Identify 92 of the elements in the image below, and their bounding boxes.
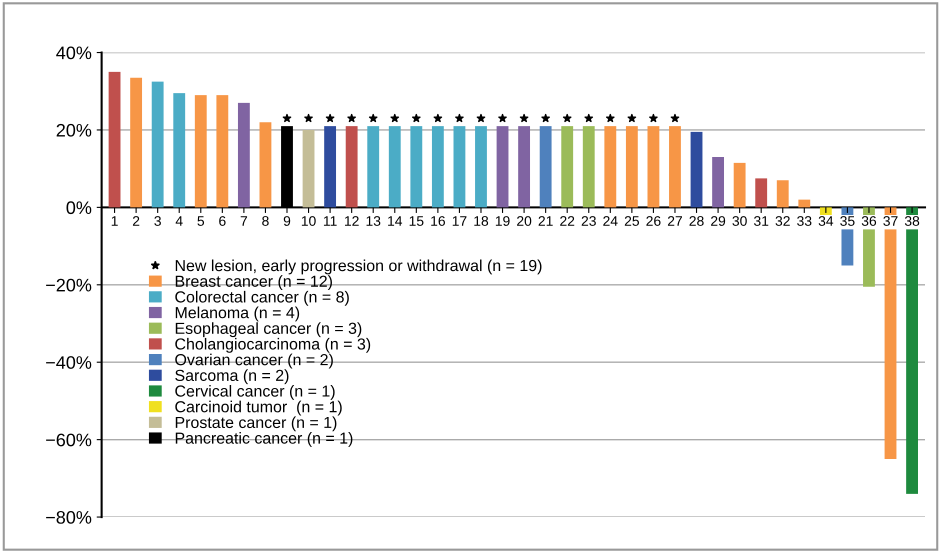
bar	[410, 126, 422, 208]
bar	[820, 207, 832, 216]
bar	[216, 95, 228, 208]
bar	[152, 82, 164, 208]
legend-label: Cervical cancer (n = 1)	[175, 384, 335, 400]
x-tick-label: 13	[366, 216, 380, 226]
bar	[130, 78, 142, 208]
bar	[454, 126, 466, 208]
legend-label: Ovarian cancer (n = 2)	[175, 354, 333, 368]
x-tick-label: 11	[324, 216, 337, 226]
bar	[669, 126, 681, 208]
bar	[260, 122, 272, 208]
x-tick-label: 34	[818, 216, 834, 226]
bar	[238, 102, 250, 208]
bar	[626, 126, 638, 208]
x-tick-label: 37	[883, 216, 898, 226]
x-tick-label: 4	[176, 216, 183, 226]
x-tick-label: 32	[776, 216, 790, 226]
x-tick-label: 27	[668, 216, 682, 226]
legend-label: Melanoma (n = 4)	[176, 306, 300, 322]
legend-label: Sarcoma (n = 2)	[175, 369, 288, 384]
legend-label: New lesion, early progression or withdrawal (n = 19)	[176, 259, 542, 274]
x-tick-label: 22	[560, 216, 574, 226]
legend-label: Colorectal cancer (n = 8)	[175, 290, 349, 306]
x-tick-label: 38	[904, 216, 920, 226]
x-tick-label: 15	[410, 216, 424, 226]
y-tick-label: −20%	[46, 278, 92, 292]
bar	[540, 126, 552, 208]
x-tick-label: 5	[197, 216, 204, 226]
x-tick-label: 12	[344, 216, 359, 226]
x-tick-label: 25	[624, 216, 640, 226]
bar	[712, 157, 724, 208]
x-tick-label: 30	[732, 216, 747, 226]
bar	[734, 162, 746, 208]
x-tick-label: 35	[840, 216, 855, 226]
bar	[108, 72, 120, 208]
bar	[496, 126, 508, 208]
x-tick-label: 6	[219, 216, 226, 226]
bar	[432, 126, 444, 208]
x-tick-label: 14	[388, 216, 402, 226]
bar	[367, 126, 380, 208]
bar	[906, 207, 918, 494]
bar	[884, 207, 896, 459]
bar	[302, 130, 314, 208]
x-tick-label: 3	[154, 216, 161, 226]
bar	[776, 180, 789, 208]
x-tick-label: 9	[284, 216, 290, 226]
bar	[561, 126, 574, 208]
x-tick-label: 36	[862, 216, 876, 226]
x-tick-label: 21	[538, 216, 553, 226]
x-tick-label: 26	[646, 216, 661, 226]
x-tick-label: 18	[474, 216, 488, 226]
x-tick-label: 16	[431, 216, 445, 226]
x-tick-label: 1	[112, 216, 118, 226]
bar	[604, 126, 616, 208]
x-tick-label: 24	[603, 216, 618, 226]
y-tick-label: 20%	[56, 124, 92, 137]
legend-label: Esophageal cancer (n = 3)	[176, 322, 362, 338]
legend-label: Cholangiocarcinoma (n = 3)	[175, 338, 370, 353]
bar	[388, 126, 401, 208]
legend-label: Pancreatic cancer (n = 1)	[176, 432, 352, 447]
x-tick-label: 2	[132, 216, 140, 226]
y-tick-label: −40%	[46, 356, 92, 369]
legend-label: Prostate cancer (n = 1)	[176, 416, 336, 432]
legend-label: Breast cancer (n = 12)	[176, 275, 332, 290]
bar	[324, 126, 336, 208]
bar	[518, 126, 530, 208]
x-tick-label: 10	[302, 216, 316, 226]
bar	[690, 132, 702, 208]
x-tick-label: 17	[452, 216, 466, 226]
x-tick-label: 20	[517, 216, 532, 226]
bar	[346, 126, 358, 208]
x-tick-label: 19	[496, 216, 510, 226]
y-tick-label: 40%	[56, 46, 92, 60]
x-tick-label: 23	[582, 216, 596, 226]
x-tick-label: 33	[797, 216, 812, 226]
legend-label: Carcinoid tumor (n = 1)	[175, 400, 342, 416]
y-tick-label: −60%	[46, 434, 92, 446]
x-tick-label: 28	[690, 216, 704, 226]
bar	[475, 126, 487, 208]
x-tick-label: 7	[240, 216, 248, 226]
bar	[647, 126, 660, 208]
x-tick-label: 8	[262, 216, 269, 226]
y-tick-label: −80%	[46, 510, 92, 524]
bar	[173, 93, 186, 208]
y-tick-label: 0%	[66, 201, 92, 214]
x-tick-label: 29	[711, 216, 726, 226]
bar	[582, 126, 595, 208]
bar	[194, 95, 207, 208]
bar	[755, 178, 768, 208]
bar	[798, 200, 810, 208]
x-tick-label: 31	[754, 216, 768, 226]
